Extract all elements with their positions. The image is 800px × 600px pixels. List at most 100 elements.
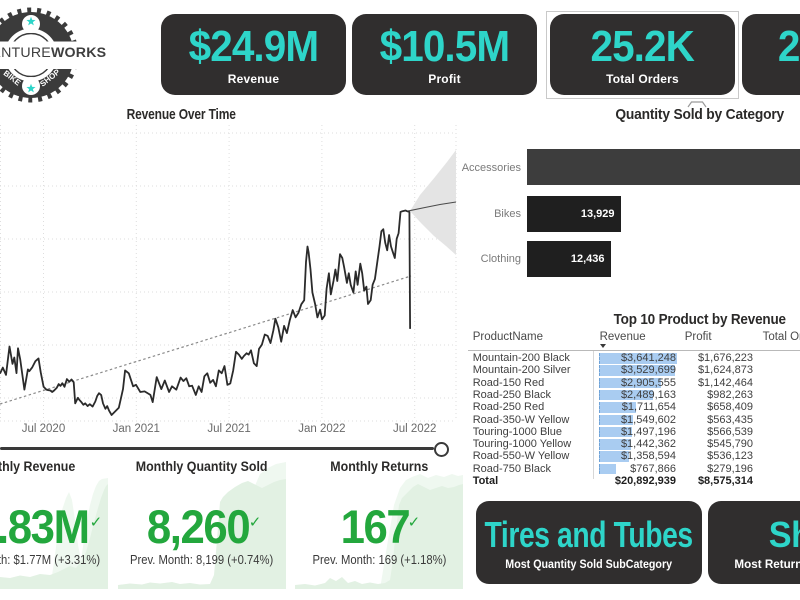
bar-accessories[interactable] [527, 149, 800, 185]
cell-product-name: Mountain-200 Silver [472, 364, 571, 377]
logo-text-band [0, 41, 116, 69]
x-axis-label: Jan 2022 [298, 423, 346, 435]
date-range-slider-handle[interactable] [434, 441, 449, 457]
table-row[interactable]: Road-550-W Yellow $1,358,594 $536,123 [460, 450, 800, 462]
revenue-databar [599, 463, 617, 475]
table-column-divider [593, 351, 594, 479]
kpi-trend-area [0, 478, 108, 589]
cell-revenue: $1,549,602 [620, 413, 676, 426]
cell-revenue: $2,489,163 [620, 388, 676, 401]
kpi-value-revenue: $24.9M [188, 22, 319, 71]
table-row[interactable]: Road-250 Red $1,711,654 $658,409 [460, 401, 800, 413]
table-row[interactable]: Road-250 Black $2,489,163 $982,263 [460, 389, 800, 401]
kpi-value-return-rate: 2.2% [777, 22, 800, 71]
goal-check-icon: ✓ [89, 513, 103, 531]
column-header-revenue[interactable]: Revenue [599, 331, 646, 343]
logo-wordmark-bold: WORKS [50, 45, 107, 61]
revenue-databar [599, 389, 653, 401]
revenue-databar [599, 426, 632, 438]
visual-selection-border[interactable] [546, 11, 739, 99]
card-most-quantity-sold-subcategory[interactable]: Tires and Tubes Most Quantity Sold SubCa… [476, 501, 702, 584]
revenue-databar [599, 353, 677, 364]
cell-product-name: Road-750 Black [472, 462, 551, 475]
table-row[interactable]: Touring-1000 Blue $1,497,196 $566,539 [460, 426, 800, 438]
logo-star-bottom-icon [26, 83, 36, 93]
date-range-slider-track[interactable] [0, 447, 434, 450]
cell-product-name: Touring-1000 Blue [472, 425, 562, 438]
kpi-label-revenue: Revenue [227, 72, 280, 86]
kpi-value-profit: $10.5M [379, 22, 510, 71]
table-row[interactable]: Mountain-200 Black $3,641,248 $1,676,223 [460, 352, 800, 364]
kpi-card-profit[interactable]: $10.5M Profit [352, 14, 537, 95]
x-axis-label: Jul 2020 [21, 423, 66, 435]
card-most-returned-subcategory[interactable]: Shorts Most Returned SubCategory [708, 501, 800, 584]
kpi-value-total-orders: 25.2K [590, 22, 695, 71]
cell-product-name: Road-250 Black [472, 388, 551, 401]
category-label-clothing: Clothing [480, 253, 521, 265]
category-label-bikes: Bikes [494, 208, 521, 220]
kpi-label-total-orders: Total Orders [606, 72, 679, 86]
cell-revenue: $1,497,196 [620, 425, 676, 438]
goal-check-icon: ✓ [407, 513, 421, 531]
bar-bikes[interactable]: 13,929 [527, 195, 621, 232]
table-row[interactable]: Road-750 Black $767,866 $279,196 [460, 463, 800, 475]
x-axis-label: Jan 2021 [112, 423, 160, 435]
cell-revenue: $1,442,362 [620, 438, 676, 451]
cell-total-profit: $8,575,314 [697, 475, 753, 487]
column-header-profit[interactable]: Profit [684, 331, 712, 343]
cell-profit: $536,123 [707, 450, 753, 463]
table-row[interactable]: Mountain-200 Silver $3,529,699 $1,624,873 [460, 364, 800, 376]
column-header-total-orders[interactable]: Total Or [762, 331, 800, 343]
kpi-monthly-revenue[interactable]: Monthly Revenue $1.83M✓ Prev. Month: $1.… [0, 458, 108, 589]
bar-value-clothing: 12,436 [570, 252, 605, 265]
revenue-databar [599, 402, 637, 413]
table-row[interactable]: Road-150 Red $2,905,555 $1,142,464 [460, 377, 800, 389]
cell-total-label: Total [472, 475, 499, 487]
cell-profit: $563,435 [707, 413, 753, 426]
kpi-trend-area [295, 474, 463, 589]
revenue-databar [599, 365, 675, 376]
kpi-card-total-orders[interactable]: 25.2K Total Orders [550, 14, 735, 95]
revenue-databar [599, 377, 662, 389]
cell-revenue: $2,905,555 [620, 376, 676, 389]
revenue-databar [599, 439, 631, 450]
logo-top-notch [22, 15, 40, 33]
kpi-trend-area [118, 462, 286, 589]
cell-total-revenue: $20,892,939 [614, 475, 676, 487]
revenue-databar [599, 414, 633, 425]
x-axis-label: Jul 2022 [392, 423, 437, 435]
cell-profit: $1,142,464 [697, 376, 753, 389]
brand-logo: BIKE SHOP [0, 7, 116, 103]
column-header-productname[interactable]: ProductName [472, 331, 543, 343]
cell-product-name: Mountain-200 Black [472, 352, 570, 364]
cell-product-name: Road-250 Red [472, 401, 545, 414]
logo-wordmark-light: ADVENTURE [0, 45, 51, 61]
cell-product-name: Touring-1000 Yellow [472, 438, 572, 451]
cell-revenue: $1,358,594 [620, 450, 676, 463]
x-axis-label: Jul 2021 [207, 423, 251, 435]
revenue-databar [599, 451, 629, 462]
logo-star-top-icon [26, 16, 36, 26]
cell-profit: $658,409 [707, 401, 753, 414]
bar-clothing[interactable]: 12,436 [527, 240, 611, 277]
kpi-card-return-rate[interactable]: 2.2% [742, 14, 800, 95]
cell-revenue: $767,866 [630, 462, 676, 475]
kpi-card-revenue[interactable]: $24.9M Revenue [161, 14, 346, 95]
cell-revenue: $3,641,248 [620, 352, 676, 364]
cell-profit: $279,196 [707, 462, 753, 475]
cell-revenue: $3,529,699 [620, 364, 676, 377]
goal-check-icon: ✓ [248, 513, 262, 531]
table-row[interactable]: Touring-1000 Yellow $1,442,362 $545,790 [460, 438, 800, 450]
sort-descending-icon[interactable] [600, 344, 606, 348]
kpi-monthly-quantity-sold[interactable]: Monthly Quantity Sold 8,260 ✓ Prev. Month… [118, 458, 286, 589]
table-row[interactable]: Road-350-W Yellow $1,549,602 $563,435 [460, 414, 800, 426]
kpi-label-profit: Profit [428, 72, 461, 86]
cell-product-name: Road-350-W Yellow [472, 413, 570, 426]
revenue-over-time-chart[interactable] [0, 122, 458, 422]
table-header-divider [468, 350, 800, 351]
cell-profit: $1,676,223 [697, 352, 753, 364]
kpi-monthly-returns[interactable]: Monthly Returns 167 ✓ Prev. Month: 169 (+… [295, 458, 463, 589]
visual-drag-handle-icon[interactable] [687, 100, 707, 108]
bar-value-bikes: 13,929 [580, 207, 615, 220]
